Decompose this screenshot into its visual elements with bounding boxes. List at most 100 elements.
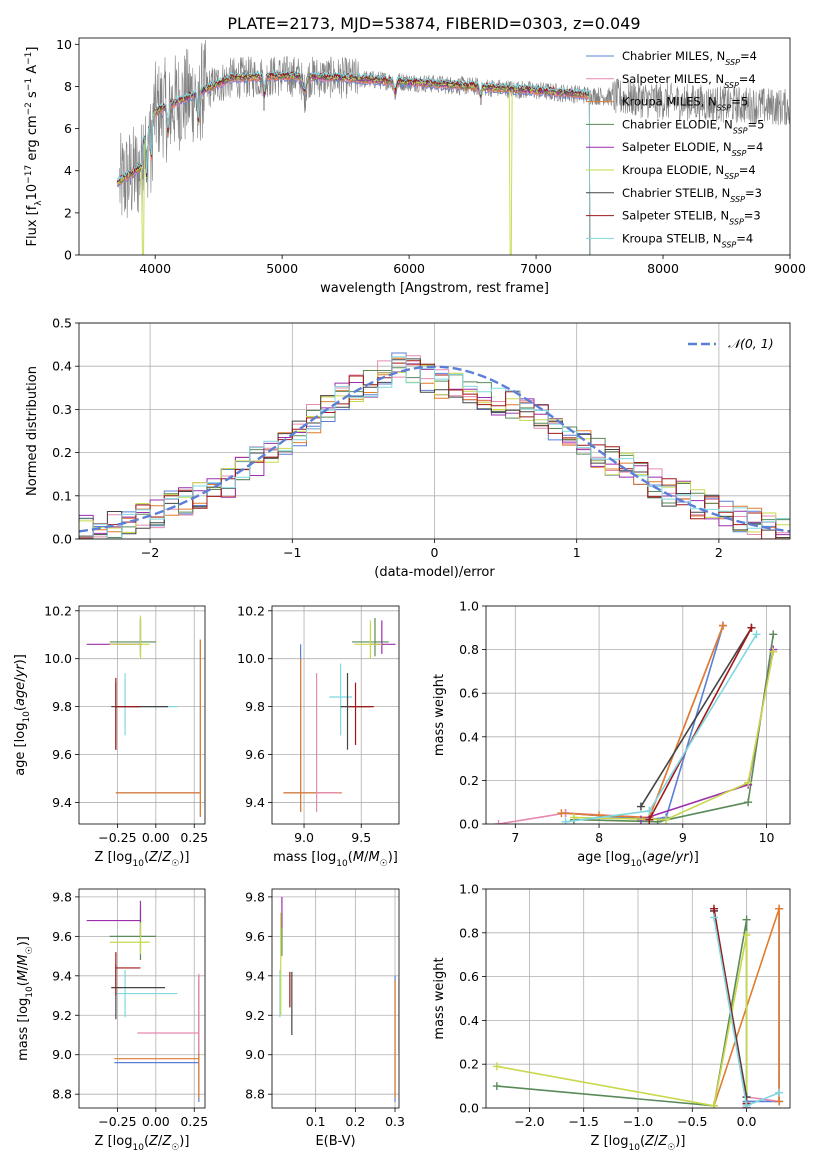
label-part: ☉ [25, 946, 35, 954]
label-part: erg cm [25, 115, 40, 164]
x-tick-label: 0.0 [737, 1114, 757, 1129]
x-tick-label: −2 [141, 545, 159, 560]
label-part: mass weight [432, 674, 447, 756]
age-vs-Z-axes: −0.25 0.00 0.25 9.4 9.6 9.8 10.0 10.2 [44, 603, 208, 845]
label-part: mass weight [432, 957, 447, 1039]
y-tick-label: 0.0 [52, 532, 72, 547]
label-part: / [364, 850, 369, 865]
y-tick-label: 0.4 [459, 1013, 479, 1028]
errorbar-point [329, 663, 353, 736]
legend-tail: =4 [736, 231, 753, 245]
y-tick-label: 9.6 [245, 747, 265, 762]
weight-marker [645, 806, 654, 815]
x-tick-label: 0.3 [385, 1114, 405, 1129]
y-tick-label: 1.0 [459, 599, 479, 614]
label-part: age [13, 682, 28, 706]
y-tick-label: 0.2 [52, 445, 72, 460]
errorbar-point [283, 658, 342, 813]
x-tick-label: 0.1 [306, 1114, 326, 1129]
label-part: E(B-V) [315, 1134, 355, 1149]
label-part: 10 [132, 859, 144, 869]
y-tick-label: 0.8 [459, 925, 479, 940]
legend-sub: SSP [730, 194, 745, 203]
errorbar-point [109, 908, 156, 961]
y-tick-label: 1.0 [459, 882, 479, 897]
y-tick-label: 8 [64, 79, 72, 94]
legend-tail: =5 [731, 95, 748, 109]
x-tick-label: −1 [283, 545, 301, 560]
age-vs-Z-panel: −0.25 0.00 0.259.49.69.810.010.2Z [log10(Z… [13, 603, 208, 869]
weight-marker [775, 1088, 784, 1097]
errorbar-point [109, 615, 150, 659]
legend-sub: SSP [733, 126, 748, 135]
y-axis-label: age [log10(age/yr)] [13, 654, 32, 776]
label-part: )] [388, 850, 398, 865]
label-part: / [13, 677, 28, 682]
errorbars [279, 896, 399, 1103]
legend-name: Chabrier MILES, N [622, 49, 725, 63]
legend-label: Chabrier ELODIE, NSSP=5 [622, 117, 764, 135]
legend-tail: =3 [744, 209, 761, 223]
errorbar-point [114, 979, 200, 1099]
label-part: M [16, 954, 31, 965]
label-part: wavelength [Angstrom, rest frame] [320, 281, 549, 296]
label-part: (data-model)/error [374, 565, 495, 580]
label-part: Normed distribution [25, 366, 40, 496]
y-tick-label: 0.4 [459, 729, 479, 744]
y-axis-label: mass weight [432, 674, 447, 756]
axes-frame [78, 888, 206, 1109]
legend-name: Kroupa ELODIE, N [622, 163, 724, 177]
errorbar-point [115, 673, 178, 736]
label-part: mass [log [273, 850, 336, 865]
weight-marker [710, 904, 718, 913]
label-part: ( [13, 706, 28, 711]
weight-line [648, 627, 753, 820]
weight-line [561, 625, 724, 819]
legend-sub: SSP [724, 172, 739, 181]
legend-label: Kroupa STELIB, NSSP=4 [622, 231, 753, 249]
errorbar-point [109, 617, 156, 657]
y-tick-label: 0.2 [459, 773, 479, 788]
label-part: ☉ [667, 1143, 675, 1153]
errorbar-point [370, 620, 396, 654]
weight-line [640, 649, 775, 821]
x-axis-label: (data-model)/error [374, 565, 495, 580]
label-part: Z [161, 850, 172, 865]
legend-tail: =3 [745, 186, 762, 200]
errorbars [283, 617, 396, 813]
label-part: −1 [24, 78, 34, 91]
legend-sub: SSP [729, 217, 744, 226]
y-tick-label: 0.0 [459, 817, 479, 832]
label-part: )] [689, 850, 699, 865]
label-part: ( [640, 1134, 645, 1149]
weight-marker [710, 913, 718, 922]
errorbar-point [115, 677, 141, 750]
y-tick-label: 9.4 [245, 968, 265, 983]
label-part: ☉ [380, 859, 388, 869]
spectrum-lines [116, 39, 790, 255]
label-part: M [16, 970, 31, 981]
label-part: Z [644, 1134, 655, 1149]
legend-sub: SSP [725, 58, 740, 67]
y-tick-label: 0.0 [459, 1101, 479, 1116]
label-part: )] [179, 850, 189, 865]
label-part: M [353, 850, 364, 865]
label-part: ☉ [171, 859, 179, 869]
weight-marker [719, 621, 728, 630]
weight-line [565, 625, 724, 821]
weight-marker [769, 647, 778, 656]
legend-name: Salpeter MILES, N [622, 72, 724, 86]
legend-name: Kroupa STELIB, N [622, 231, 722, 245]
x-tick-label: −1.0 [623, 1114, 653, 1129]
label-part: M [368, 850, 379, 865]
legend-sub: SSP [732, 149, 747, 158]
errorbar-point [137, 973, 200, 1053]
axes-frame [78, 37, 791, 256]
label-part: age [647, 850, 671, 865]
label-part: ☉ [171, 1143, 179, 1153]
label-part: 10 [22, 711, 32, 723]
weight-marker [747, 623, 756, 632]
label-part: Z [148, 850, 159, 865]
axes-frame [485, 888, 791, 1109]
